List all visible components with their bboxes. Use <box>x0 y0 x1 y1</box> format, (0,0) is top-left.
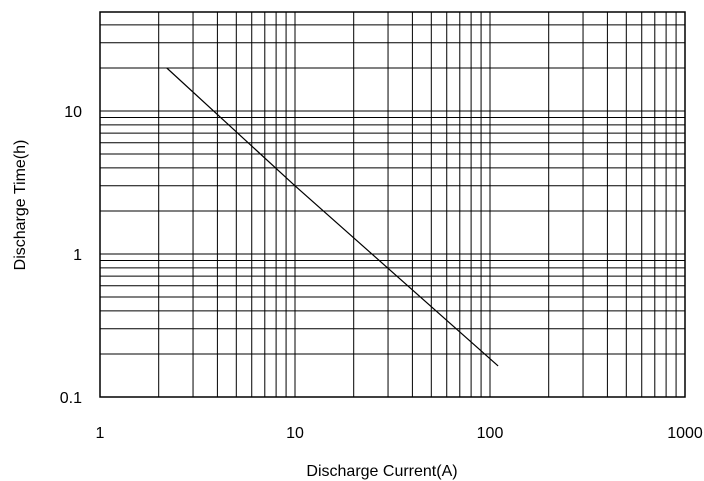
x-tick-label: 1 <box>96 425 105 442</box>
horizontal-gridlines <box>100 24 685 355</box>
y-tick-label: 0.1 <box>60 390 82 407</box>
x-tick-label: 10 <box>286 425 304 442</box>
series-line <box>166 67 499 367</box>
plot-frame <box>99 11 686 398</box>
x-tick-labels: 1 10 100 1000 <box>96 425 703 442</box>
y-tick-label: 10 <box>64 104 82 121</box>
x-tick-label: 1000 <box>667 425 703 442</box>
y-axis-title: Discharge Time(h) <box>12 140 29 271</box>
series-layer <box>166 67 499 367</box>
x-axis-title: Discharge Current(A) <box>306 463 457 480</box>
vertical-gridlines <box>158 12 677 397</box>
y-tick-labels: 0.1 1 10 <box>60 104 82 407</box>
x-tick-label: 100 <box>477 425 504 442</box>
y-tick-label: 1 <box>73 247 82 264</box>
